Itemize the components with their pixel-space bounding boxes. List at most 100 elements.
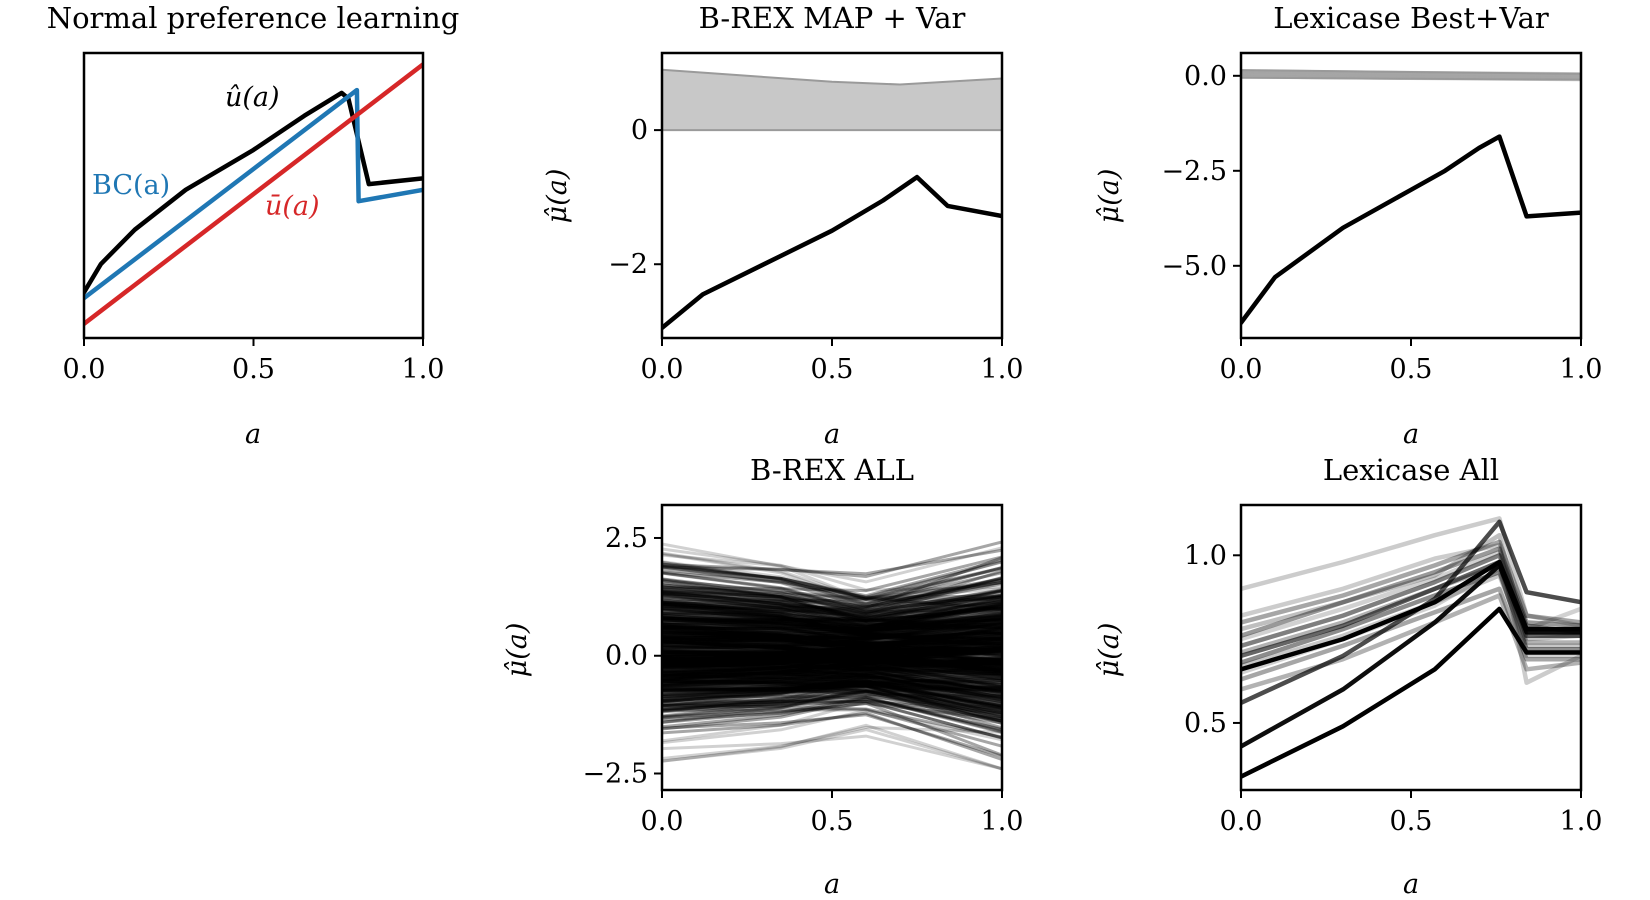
ensemble-line [662,640,1002,674]
ensemble-line [662,624,1002,653]
ensemble-line [662,627,1002,646]
ensemble-line [662,622,1002,641]
ensemble-line [662,601,1002,636]
ensemble-line [662,637,1002,653]
ensemble-line [662,641,1002,668]
ensemble-line [662,668,1002,677]
ensemble-line [662,598,1002,634]
ensemble-line [662,681,1002,715]
series-line [1241,593,1581,692]
ensemble-line [662,679,1002,720]
ensemble-line [662,588,1002,620]
variance-band [662,68,1002,132]
ensemble-line [662,606,1002,623]
series-line [1241,559,1581,659]
ensemble-line [662,567,1002,603]
ensemble-line [662,677,1002,719]
ensemble-line [662,657,1002,694]
ensemble-line [662,673,1002,700]
ensemble-line [662,631,1002,662]
ensemble-line [662,684,1002,713]
ensemble-line [662,647,1002,670]
ensemble-line [662,679,1002,699]
ensemble-line [662,643,1002,689]
ensemble-line [662,600,1002,628]
y-axis: −5.0 −2.5 0.0 [1161,61,1241,282]
ensemble-line [662,708,1002,748]
ensemble-line [662,640,1002,681]
ensemble-line [662,640,1002,666]
y-tick-label: 0 [631,115,648,146]
ensemble-line [662,625,1002,668]
ensemble-line [662,578,1002,609]
x-axis: 0.0 0.5 1.0 [641,338,1023,385]
ensemble-line [662,684,1002,709]
ensemble-line [662,650,1002,663]
ensemble-line [662,661,1002,677]
ensemble-line [662,680,1002,723]
ensemble-line [662,635,1002,679]
ensemble-line [662,585,1002,635]
ensemble-line [662,581,1002,632]
ensemble-line [662,630,1002,645]
ensemble-line [662,602,1002,631]
panel-brex-all: B-REX ALL 0.0 0.5 1.0 −2.5 0.0 2.5 a μ̂(a) [502,453,1023,900]
ensemble-line [662,670,1002,687]
ensemble-line [662,639,1002,683]
ensemble-line [662,677,1002,721]
ensemble-line [662,631,1002,676]
series-line [1241,539,1581,625]
ensemble-line [662,680,1002,701]
ensemble-line [662,663,1002,701]
ensemble-line [662,702,1002,721]
ensemble-line [662,616,1002,642]
ensemble-line [662,650,1002,655]
ensemble-line [662,591,1002,619]
ensemble-line [662,571,1002,612]
ensemble-line [662,645,1002,654]
ensemble-line [662,650,1002,695]
ensemble-line [662,626,1002,639]
ensemble-line [662,595,1002,631]
ensemble-line [662,682,1002,708]
y-tick-label: −2.5 [1161,156,1227,187]
ensemble-line [662,560,1002,599]
plot-area [662,68,1002,331]
x-axis-label: a [1403,869,1419,900]
series-line [84,87,423,301]
ensemble-line [662,678,1002,710]
ensemble-line [662,659,1002,669]
ensemble-line [662,639,1002,676]
ensemble-line [662,624,1002,641]
ensemble-line [662,680,1002,723]
ensemble-line [662,656,1002,694]
ensemble-line [662,657,1002,670]
ensemble-line [662,662,1002,675]
ensemble-line [662,597,1002,627]
x-axis: 0.0 0.5 1.0 [1220,338,1602,385]
ensemble-line [662,555,1002,593]
ensemble-line [662,639,1002,671]
series-line [1241,532,1581,642]
ensemble-line [662,643,1002,657]
ensemble-line [662,694,1002,713]
x-axis-label: a [245,419,261,450]
ensemble-line [662,633,1002,650]
x-tick-label: 0.5 [1390,806,1433,837]
ensemble-line [662,581,1002,600]
chart-title: B-REX MAP + Var [699,1,966,35]
ensemble-line [662,556,1002,610]
ensemble-line [662,618,1002,652]
ensemble-line [662,636,1002,648]
ensemble-line [662,683,1002,723]
ensemble-line [662,669,1002,691]
ensemble-line [662,637,1002,678]
ensemble-line [662,602,1002,629]
y-axis: 0.5 1.0 [1184,540,1241,739]
ensemble-line [662,684,1002,725]
ensemble-line [662,618,1002,652]
ensemble-line [662,649,1002,671]
panel-lexicase-all: Lexicase All 0.0 0.5 1.0 0.5 1.0 a μ̂(a) [1094,453,1602,900]
ensemble-line [662,600,1002,623]
